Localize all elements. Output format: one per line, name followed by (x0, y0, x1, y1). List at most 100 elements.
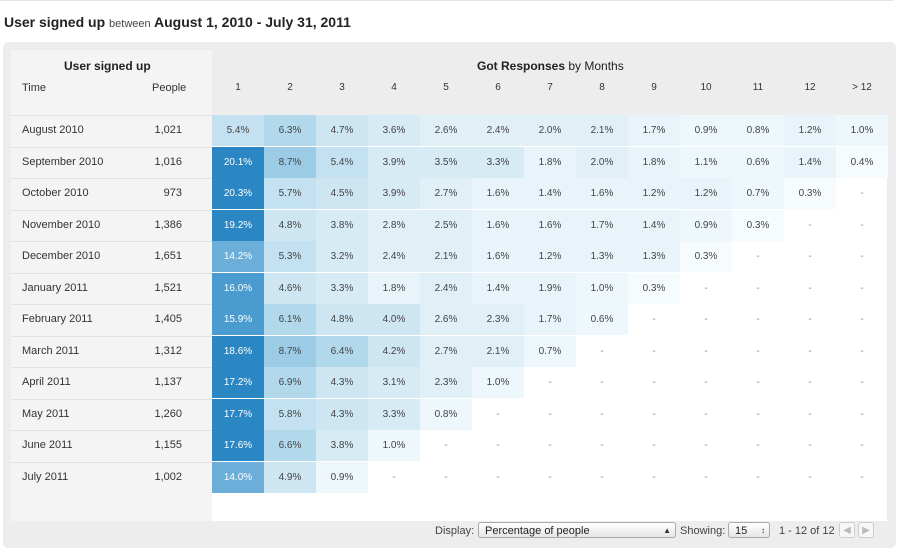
heat-cell: 3.2% (316, 241, 368, 272)
title-range: August 1, 2010 - July 31, 2011 (154, 14, 351, 30)
heat-cell: 0.9% (680, 209, 732, 241)
heat-cell: - (496, 440, 500, 451)
heat-cell: - (808, 440, 812, 451)
month-header: 3 (339, 82, 345, 93)
heat-cell: 1.0% (472, 367, 524, 398)
heat-cell: 4.7% (316, 115, 368, 146)
heat-cell: - (704, 440, 708, 451)
heat-cell: 2.8% (368, 209, 420, 241)
heat-cell: 17.2% (212, 367, 264, 398)
heat-cell: 1.6% (576, 178, 628, 209)
heat-cell: 2.4% (420, 272, 472, 304)
heat-cell: - (860, 251, 864, 262)
heat-cell: 1.0% (836, 115, 888, 146)
heat-cell: 4.5% (316, 178, 368, 209)
heat-cell: 6.4% (316, 335, 368, 367)
heat-cell: - (392, 471, 396, 483)
heat-cell: 0.3% (680, 241, 732, 272)
heat-cell: 1.8% (628, 146, 680, 178)
heat-cell: 1.2% (680, 178, 732, 209)
heat-cell: - (756, 282, 760, 294)
row-time: April 2011 (22, 376, 71, 388)
heat-cell: 0.9% (316, 461, 368, 493)
row-people: 1,137 (154, 376, 182, 388)
heat-cell: 0.3% (732, 209, 784, 241)
heat-cell: 1.9% (524, 272, 576, 304)
heat-cell: 1.6% (472, 241, 524, 272)
heat-cell: - (756, 251, 760, 262)
signup-row: July 2011 1,002 (11, 461, 212, 494)
heat-cell: - (652, 408, 656, 420)
heat-cell: 8.7% (264, 146, 316, 178)
heat-cell: - (808, 408, 812, 420)
row-time: September 2010 (22, 155, 104, 168)
heat-cell: - (808, 219, 812, 231)
signup-row: March 2011 1,312 (11, 335, 212, 368)
heat-cell: - (808, 471, 812, 483)
signup-row: September 2010 1,016 (11, 146, 212, 179)
heat-cell: - (444, 471, 448, 483)
showing-label: Showing: (680, 525, 726, 537)
heat-cell: 1.4% (524, 178, 576, 209)
heat-cell: - (808, 345, 812, 357)
row-time: July 2011 (22, 470, 69, 483)
signup-row: June 2011 1,155 (11, 430, 212, 462)
display-label: Display: (435, 525, 475, 537)
heat-cell: - (496, 471, 500, 483)
heat-cell: 2.1% (420, 241, 472, 272)
heat-cell: 4.8% (316, 304, 368, 335)
heat-cell: - (548, 377, 552, 388)
display-select[interactable]: Percentage of people ▲ (478, 522, 676, 538)
heat-cell: - (756, 377, 760, 388)
heat-cell: - (444, 440, 448, 451)
showing-select[interactable]: 15 ↕ (728, 522, 770, 538)
heat-cell: 0.6% (576, 304, 628, 335)
heat-cell: 1.3% (576, 241, 628, 272)
right-header-title: Got Responses by Months (477, 59, 624, 73)
signup-row: December 2010 1,651 (11, 241, 212, 273)
next-page-button[interactable]: ▶ (858, 522, 874, 538)
heat-cell: 6.1% (264, 304, 316, 335)
heat-cell: - (652, 314, 656, 325)
month-header: 12 (804, 82, 816, 93)
heat-cell: 2.6% (420, 115, 472, 146)
heat-cell: - (652, 440, 656, 451)
heat-cell: 3.6% (368, 115, 420, 146)
heat-cell: - (860, 440, 864, 451)
heat-cell: 2.5% (420, 209, 472, 241)
row-people: 973 (163, 187, 182, 199)
heat-cell: - (808, 377, 812, 388)
heat-cell: 1.2% (784, 115, 836, 146)
row-people: 1,002 (154, 470, 182, 483)
month-header: 4 (391, 82, 397, 93)
row-time: November 2010 (22, 218, 101, 231)
people-column-header: People (152, 82, 187, 94)
prev-page-button[interactable]: ◀ (839, 522, 855, 538)
heat-cell: 16.0% (212, 272, 264, 304)
heat-cell: 4.3% (316, 398, 368, 430)
heat-cell: - (860, 219, 864, 231)
heat-cell: - (808, 251, 812, 262)
month-header: 1 (235, 82, 241, 93)
heat-cell: - (756, 471, 760, 483)
time-column-header: Time (22, 82, 47, 94)
heat-cell: 1.7% (524, 304, 576, 335)
heat-cell: 4.3% (316, 367, 368, 398)
heat-cell: - (652, 345, 656, 357)
heat-cell: 5.7% (264, 178, 316, 209)
month-header: 6 (495, 82, 501, 93)
heat-cell: 6.3% (264, 115, 316, 146)
heat-cell: - (496, 408, 500, 420)
row-people: 1,260 (154, 407, 182, 420)
heat-cell: 1.0% (576, 272, 628, 304)
heat-cell: - (704, 377, 708, 388)
heat-cell: 1.6% (524, 209, 576, 241)
chevron-left-icon: ◀ (843, 525, 851, 536)
title-between: between (109, 18, 151, 30)
signup-row: October 2010 973 (11, 178, 212, 210)
heat-cell: - (808, 314, 812, 325)
heat-cell: - (756, 408, 760, 420)
heat-cell: - (808, 282, 812, 294)
heat-cell: 1.4% (784, 146, 836, 178)
month-header: 11 (752, 82, 764, 93)
